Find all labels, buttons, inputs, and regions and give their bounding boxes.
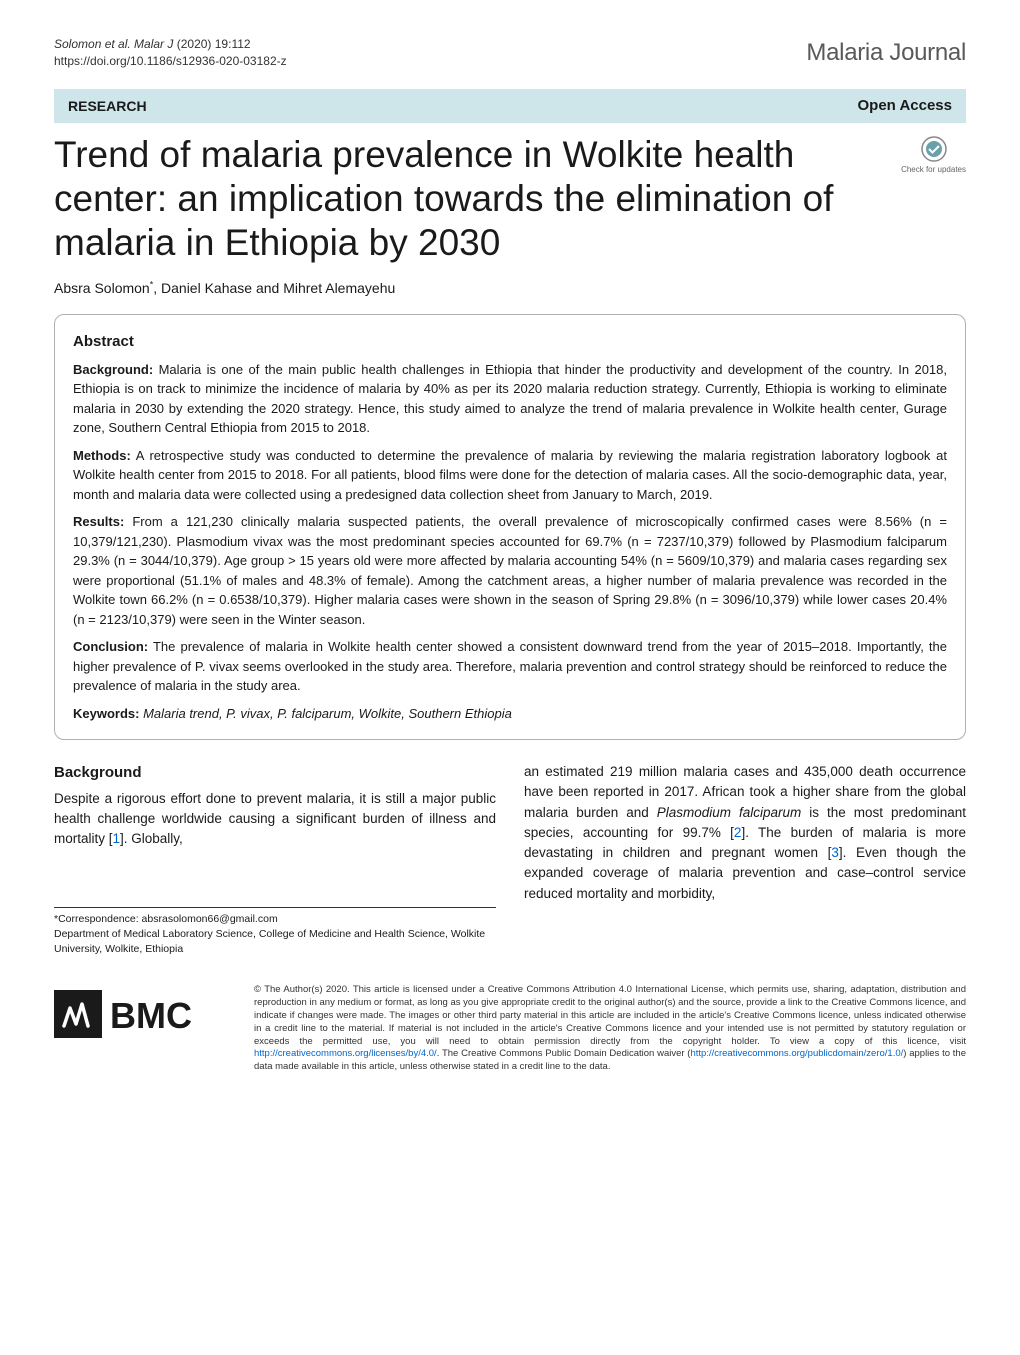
- check-updates-label: Check for updates: [901, 165, 966, 174]
- abstract-conclusion-text: The prevalence of malaria in Wolkite hea…: [73, 639, 947, 693]
- article-type: RESEARCH: [68, 96, 147, 116]
- article-title: Trend of malaria prevalence in Wolkite h…: [54, 133, 966, 266]
- correspondence-affiliation: Department of Medical Laboratory Science…: [54, 927, 496, 956]
- abstract-keywords: Keywords: Malaria trend, P. vivax, P. fa…: [73, 704, 947, 724]
- abstract-box: Abstract Background: Malaria is one of t…: [54, 314, 966, 740]
- abstract-results-label: Results:: [73, 514, 124, 529]
- abstract-results-text: From a 121,230 clinically malaria suspec…: [73, 514, 947, 627]
- open-access-label: Open Access: [858, 95, 953, 117]
- correspondence-block: *Correspondence: absrasolomon66@gmail.co…: [54, 907, 496, 956]
- abstract-heading: Abstract: [73, 331, 947, 354]
- left-column: Background Despite a rigorous effort don…: [54, 762, 496, 956]
- abstract-keywords-text: Malaria trend, P. vivax, P. falciparum, …: [139, 706, 511, 721]
- crossmark-icon: [920, 135, 948, 163]
- citation-authors: Solomon et al. Malar J: [54, 37, 173, 51]
- journal-name: Malaria Journal: [806, 36, 966, 71]
- ref-link-2[interactable]: 2: [734, 825, 742, 840]
- abstract-conclusion-label: Conclusion:: [73, 639, 148, 654]
- license-link-cc0[interactable]: http://creativecommons.org/publicdomain/…: [690, 1048, 903, 1059]
- right-column-text: an estimated 219 million malaria cases a…: [524, 762, 966, 904]
- doi-text: https://doi.org/10.1186/s12936-020-03182…: [54, 54, 287, 68]
- license-text: © The Author(s) 2020. This article is li…: [254, 980, 966, 1074]
- author-list: Absra Solomon*, Daniel Kahase and Mihret…: [54, 278, 966, 298]
- svg-text:BMC: BMC: [110, 995, 192, 1036]
- body-columns: Background Despite a rigorous effort don…: [54, 762, 966, 956]
- ref-link-3[interactable]: 3: [831, 845, 839, 860]
- abstract-background-label: Background:: [73, 362, 153, 377]
- correspondence-email: *Correspondence: absrasolomon66@gmail.co…: [54, 912, 496, 927]
- left-column-text: Despite a rigorous effort done to preven…: [54, 789, 496, 850]
- article-type-ribbon: RESEARCH Open Access: [54, 89, 966, 123]
- check-updates-badge[interactable]: Check for updates: [901, 135, 966, 176]
- bmc-logo: BMC: [54, 980, 234, 1061]
- abstract-methods: Methods: A retrospective study was condu…: [73, 446, 947, 505]
- abstract-methods-label: Methods:: [73, 448, 131, 463]
- abstract-conclusion: Conclusion: The prevalence of malaria in…: [73, 637, 947, 696]
- background-heading: Background: [54, 762, 496, 785]
- abstract-background-text: Malaria is one of the main public health…: [73, 362, 947, 436]
- ref-link-1[interactable]: 1: [113, 831, 121, 846]
- header-bar: Solomon et al. Malar J (2020) 19:112 htt…: [54, 36, 966, 71]
- abstract-keywords-label: Keywords:: [73, 706, 139, 721]
- abstract-methods-text: A retrospective study was conducted to d…: [73, 448, 947, 502]
- footer-block: BMC © The Author(s) 2020. This article i…: [54, 974, 966, 1074]
- abstract-results: Results: From a 121,230 clinically malar…: [73, 512, 947, 629]
- license-link-ccby[interactable]: http://creativecommons.org/licenses/by/4…: [254, 1048, 437, 1059]
- citation-meta: (2020) 19:112: [177, 37, 251, 51]
- abstract-background: Background: Malaria is one of the main p…: [73, 360, 947, 438]
- right-column: an estimated 219 million malaria cases a…: [524, 762, 966, 956]
- citation-block: Solomon et al. Malar J (2020) 19:112 htt…: [54, 36, 287, 70]
